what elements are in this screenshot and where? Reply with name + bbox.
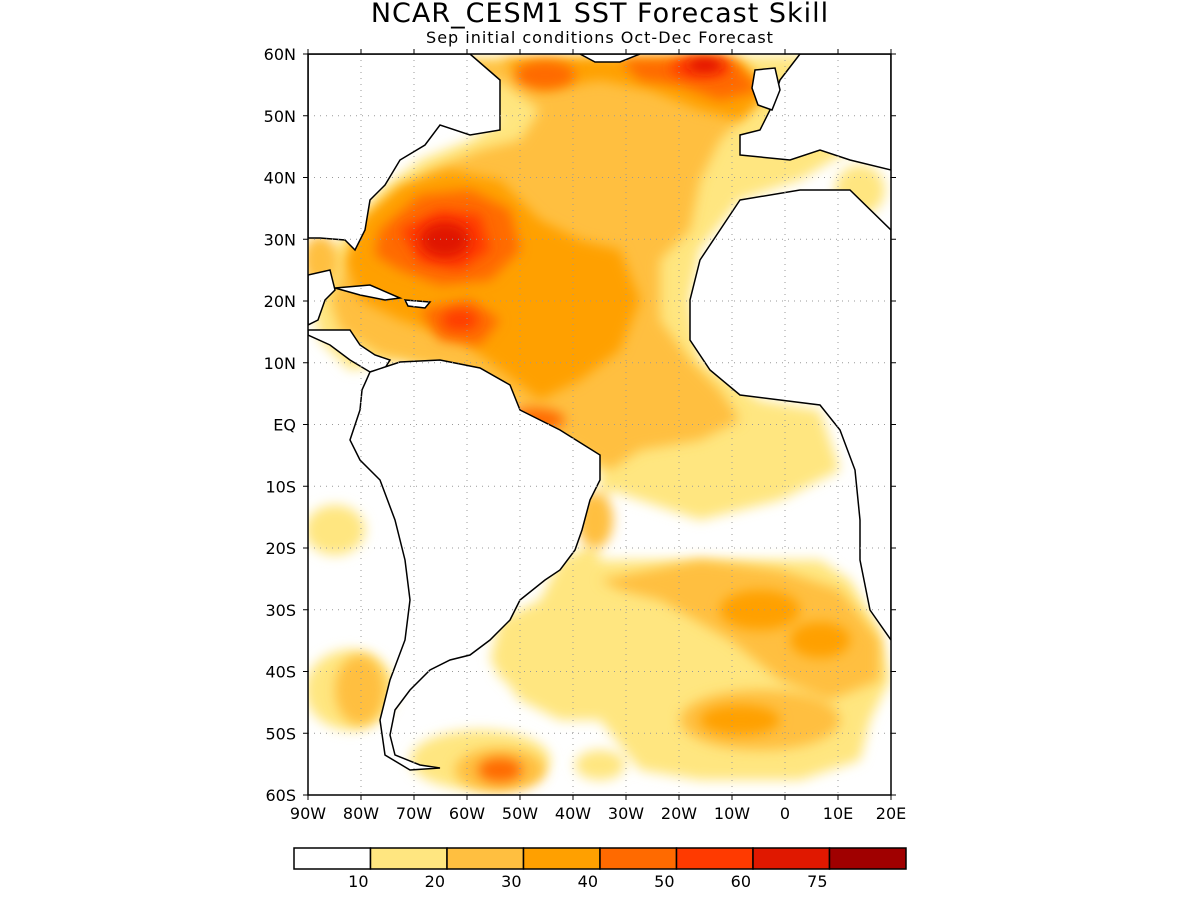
map-subtitle: Sep initial conditions Oct-Dec Forecast bbox=[426, 28, 774, 47]
lon-label: 10E bbox=[823, 804, 853, 823]
colorbar-swatch bbox=[446, 847, 525, 870]
lat-label: 30N bbox=[264, 230, 296, 249]
europe-landmass bbox=[739, 54, 891, 171]
colorbar-swatch bbox=[293, 847, 372, 870]
lat-label: 60S bbox=[265, 786, 296, 805]
colorbar-swatch bbox=[522, 847, 601, 870]
latitude-axis: 60N 50N 40N 30N 20N 10N EQ 10S 20S 30S 40S 50S 60S bbox=[264, 45, 896, 805]
colorbar-label: 75 bbox=[807, 872, 827, 891]
lon-label: 20E bbox=[876, 804, 906, 823]
longitude-axis: 90W 80W 70W 60W 50W 40W 30W 20W 10W 0 10E 20E bbox=[290, 49, 906, 823]
british-isles bbox=[751, 67, 781, 111]
greenland-tip bbox=[579, 54, 641, 63]
lon-label: 20W bbox=[661, 804, 697, 823]
lat-label: 10S bbox=[265, 477, 296, 496]
colorbar-swatch bbox=[675, 847, 754, 870]
colorbar-swatch bbox=[599, 847, 678, 870]
lon-label: 50W bbox=[502, 804, 538, 823]
lat-label: 50N bbox=[264, 107, 296, 126]
central-america-landmass bbox=[308, 269, 392, 373]
colorbar-label: 30 bbox=[501, 872, 521, 891]
lon-label: 0 bbox=[780, 804, 790, 823]
lat-label: 50S bbox=[265, 724, 296, 743]
colorbar-swatch bbox=[752, 847, 831, 870]
lat-label: 10N bbox=[264, 354, 296, 373]
lat-label: EQ bbox=[273, 416, 296, 435]
lon-label: 40W bbox=[555, 804, 591, 823]
lon-label: 70W bbox=[396, 804, 432, 823]
colorbar-label: 50 bbox=[654, 872, 674, 891]
lat-label: 30S bbox=[265, 601, 296, 620]
coastline-layer bbox=[308, 54, 891, 771]
lon-label: 90W bbox=[290, 804, 326, 823]
lat-label: 60N bbox=[264, 45, 296, 64]
lon-label: 30W bbox=[608, 804, 644, 823]
colorbar: 10 20 30 40 50 60 75 bbox=[293, 847, 907, 891]
lon-label: 10W bbox=[714, 804, 750, 823]
colorbar-swatch bbox=[828, 847, 907, 870]
cuba-island bbox=[334, 284, 403, 301]
map-title: NCAR_CESM1 SST Forecast Skill bbox=[370, 0, 830, 29]
lat-label: 40S bbox=[265, 663, 296, 682]
colorbar-label: 20 bbox=[425, 872, 445, 891]
colorbar-label: 10 bbox=[348, 872, 368, 891]
colorbar-swatch bbox=[369, 847, 448, 870]
lat-label: 20N bbox=[264, 292, 296, 311]
lat-label: 20S bbox=[265, 539, 296, 558]
south-america-landmass bbox=[349, 359, 601, 771]
skill-shading-layer bbox=[308, 55, 890, 792]
africa-landmass bbox=[689, 189, 891, 642]
lat-label: 40N bbox=[264, 169, 296, 188]
colorbar-label: 40 bbox=[578, 872, 598, 891]
colorbar-label: 60 bbox=[731, 872, 751, 891]
lon-label: 60W bbox=[449, 804, 485, 823]
lon-label: 80W bbox=[343, 804, 379, 823]
hispaniola-island bbox=[403, 299, 432, 309]
